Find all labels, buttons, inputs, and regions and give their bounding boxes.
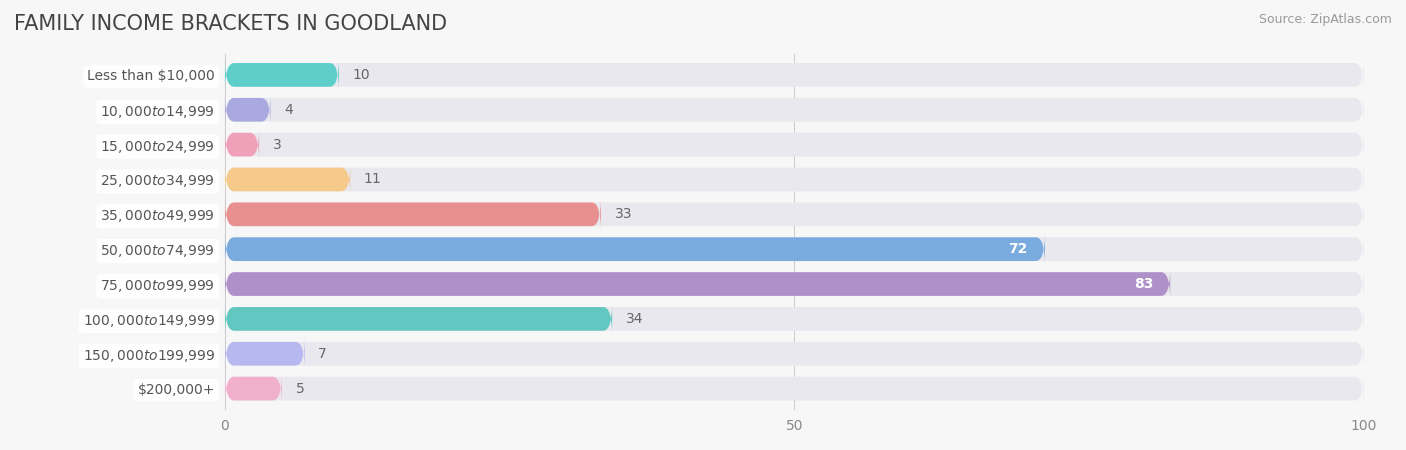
FancyBboxPatch shape <box>225 303 612 335</box>
Text: 7: 7 <box>318 347 328 361</box>
FancyBboxPatch shape <box>225 163 350 195</box>
Text: FAMILY INCOME BRACKETS IN GOODLAND: FAMILY INCOME BRACKETS IN GOODLAND <box>14 14 447 33</box>
FancyBboxPatch shape <box>225 163 1364 195</box>
FancyBboxPatch shape <box>225 94 1364 126</box>
FancyBboxPatch shape <box>225 59 1364 91</box>
FancyBboxPatch shape <box>225 338 1364 370</box>
FancyBboxPatch shape <box>225 268 1170 300</box>
FancyBboxPatch shape <box>225 303 1364 335</box>
Text: 5: 5 <box>295 382 304 396</box>
Text: 72: 72 <box>1008 242 1028 256</box>
FancyBboxPatch shape <box>225 198 600 230</box>
FancyBboxPatch shape <box>225 129 259 161</box>
FancyBboxPatch shape <box>225 94 270 126</box>
FancyBboxPatch shape <box>225 233 1364 265</box>
Text: 3: 3 <box>273 138 281 152</box>
FancyBboxPatch shape <box>225 129 1364 161</box>
FancyBboxPatch shape <box>225 268 1364 300</box>
FancyBboxPatch shape <box>225 233 1045 265</box>
Text: 4: 4 <box>284 103 292 117</box>
Text: 34: 34 <box>626 312 644 326</box>
FancyBboxPatch shape <box>225 59 339 91</box>
Text: 33: 33 <box>614 207 631 221</box>
FancyBboxPatch shape <box>225 338 305 370</box>
Text: 11: 11 <box>364 172 381 186</box>
FancyBboxPatch shape <box>225 198 1364 230</box>
Text: Source: ZipAtlas.com: Source: ZipAtlas.com <box>1258 14 1392 27</box>
FancyBboxPatch shape <box>225 373 281 405</box>
Text: 10: 10 <box>353 68 370 82</box>
Text: 83: 83 <box>1133 277 1153 291</box>
FancyBboxPatch shape <box>225 373 1364 405</box>
